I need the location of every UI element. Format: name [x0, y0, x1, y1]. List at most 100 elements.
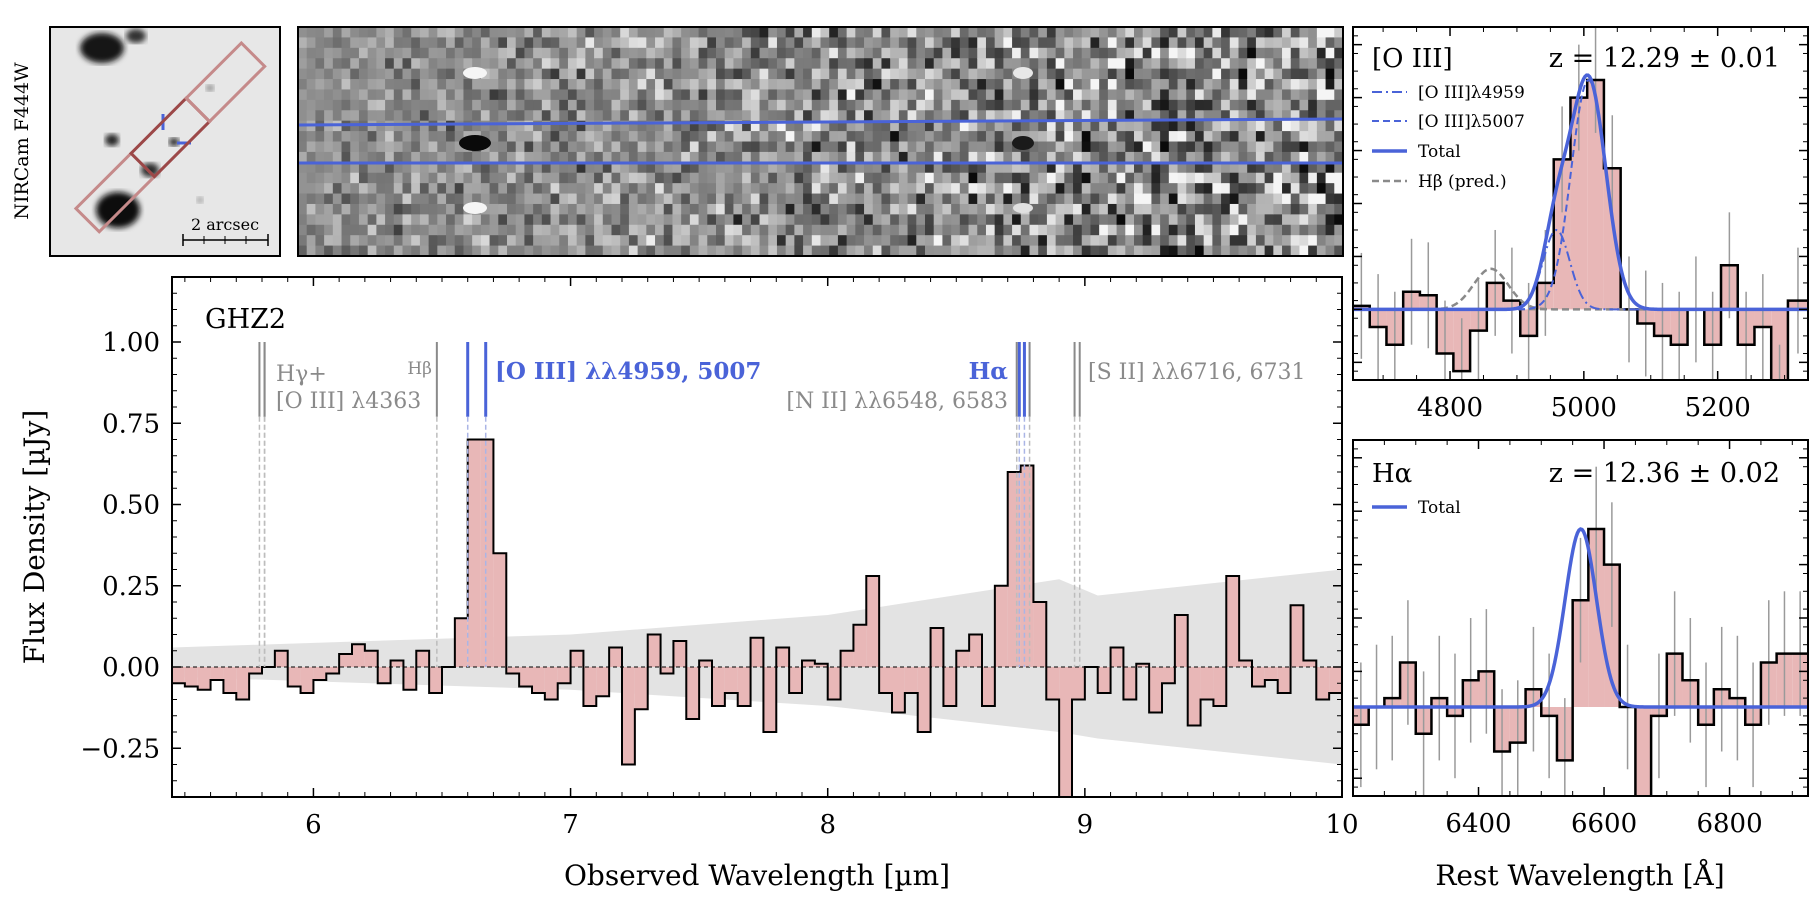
spectrum-2d-pixel: [611, 172, 621, 184]
spectrum-2d-pixel: [759, 203, 769, 215]
spectrum-2d-pixel: [585, 151, 595, 163]
spectrum-2d-pixel: [1299, 47, 1309, 59]
spectrum-2d-pixel: [1116, 37, 1126, 49]
spectrum-2d-pixel: [480, 172, 491, 184]
spectrum-2d-pixel: [1273, 141, 1283, 153]
spectrum-2d-pixel: [559, 235, 569, 247]
spectrum-2d-pixel: [803, 68, 813, 80]
spectrum-2d-pixel: [951, 89, 961, 101]
spectrum-2d-pixel: [942, 120, 952, 132]
spectrum-2d-pixel: [324, 79, 334, 91]
spectrum-2d-pixel: [628, 131, 639, 143]
spectrum-2d-pixel: [1134, 120, 1144, 132]
spectrum-2d-pixel: [1177, 68, 1187, 80]
spectrum-2d-pixel: [707, 99, 717, 111]
spectrum-2d-pixel: [1142, 141, 1153, 153]
spectrum-2d-pixel: [1151, 89, 1161, 101]
spectrum-2d-pixel: [637, 58, 647, 70]
flux-bin: [1239, 660, 1252, 667]
spectrum-2d-pixel: [750, 151, 761, 163]
spectrum-2d-pixel: [663, 193, 674, 205]
spectrum-2d-pixel: [985, 37, 996, 49]
spectrum-2d-pixel: [872, 120, 883, 132]
spectrum-2d-pixel: [1247, 235, 1257, 247]
spectrum-2d-pixel: [393, 79, 404, 91]
spectrum-2d-pixel: [315, 47, 325, 59]
spectrum-2d-pixel: [1055, 172, 1065, 184]
spectrum-2d-pixel: [942, 27, 952, 39]
y-tick-label: 1.00: [102, 328, 160, 358]
spectrum-2d-pixel: [1299, 193, 1309, 205]
spectrum-2d-pixel: [1203, 89, 1213, 101]
spectrum-2d-pixel: [1003, 224, 1013, 236]
spectrum-2d-pixel: [437, 214, 447, 226]
spectrum-2d-pixel: [515, 162, 526, 174]
spectrum-2d-pixel: [1055, 120, 1065, 132]
spectrum-2d-pixel: [759, 172, 769, 184]
spectrum-2d-pixel: [1282, 131, 1292, 143]
spectrum-2d-pixel: [559, 214, 569, 226]
spectrum-2d-pixel: [959, 193, 970, 205]
spectrum-2d-pixel: [759, 193, 769, 205]
spectrum-2d-pixel: [1038, 58, 1048, 70]
spectrum-2d-pixel: [716, 162, 726, 174]
spectrum-2d-pixel: [332, 47, 343, 59]
spectrum-2d-pixel: [968, 224, 978, 236]
spectrum-2d-pixel: [837, 235, 848, 247]
spectrum-2d-pixel: [994, 131, 1004, 143]
spectrum-2d-pixel: [1029, 58, 1039, 70]
spectrum-2d-pixel: [507, 99, 517, 111]
spectrum-2d-pixel: [872, 58, 883, 70]
spectrum-2d-pixel: [907, 214, 917, 226]
spectrum-2d-pixel: [951, 162, 961, 174]
spectrum-2d-pixel: [1282, 110, 1292, 122]
spectrum-2d-pixel: [1073, 235, 1083, 247]
spectrum-2d-pixel: [507, 141, 517, 153]
spectrum-2d-pixel: [977, 58, 987, 70]
spectrum-2d-pixel: [1264, 99, 1274, 111]
spectrum-2d-pixel: [1012, 37, 1022, 49]
flux-bin: [622, 667, 635, 765]
x-tick-label: 6: [305, 810, 322, 840]
spectrum-2d-pixel: [1316, 203, 1327, 215]
spectrum-2d-pixel: [1012, 183, 1022, 195]
spectrum-2d-pixel: [890, 79, 900, 91]
spectrum-2d-pixel: [350, 120, 360, 132]
spectrum-2d-pixel: [864, 27, 874, 39]
spectrum-2d-pixel: [402, 89, 412, 101]
spectrum-2d-pixel: [933, 68, 944, 80]
spectrum-2d-pixel: [437, 99, 447, 111]
spectrum-2d-pixel: [1038, 151, 1048, 163]
spectrum-2d-pixel: [402, 120, 412, 132]
spectrum-2d-pixel: [1308, 120, 1318, 132]
spectrum-2d-pixel: [620, 172, 630, 184]
spectrum-2d-pixel: [550, 37, 560, 49]
spectrum-2d-pixel: [567, 58, 578, 70]
spectrum-2d-pixel: [716, 37, 726, 49]
spectrum-2d-pixel: [1055, 214, 1065, 226]
spectrum-2d-pixel: [1116, 193, 1126, 205]
spectrum-2d-pixel: [907, 58, 917, 70]
spectrum-2d-pixel: [742, 37, 752, 49]
spectrum-2d-pixel: [446, 224, 456, 236]
spectrum-2d-pixel: [707, 68, 717, 80]
spectrum-2d-pixel: [733, 120, 743, 132]
spectrum-2d-pixel: [724, 172, 735, 184]
spectrum-2d-pixel: [1151, 224, 1161, 236]
spectrum-2d-pixel: [872, 110, 883, 122]
spectrum-2d-pixel: [977, 141, 987, 153]
spectrum-2d-pixel: [811, 68, 822, 80]
spectrum-2d-pixel: [933, 141, 944, 153]
flux-bin: [866, 576, 880, 667]
spectrum-2d-pixel: [724, 110, 735, 122]
spectrum-2d-pixel: [411, 214, 421, 226]
spectrum-2d-pixel: [332, 99, 343, 111]
spectrum-2d-pixel: [1264, 193, 1274, 205]
spectrum-2d-pixel: [489, 193, 499, 205]
spectrum-2d-pixel: [655, 162, 665, 174]
spectrum-2d-pixel: [446, 110, 456, 122]
spectrum-2d-pixel: [655, 203, 665, 215]
spectrum-2d-pixel: [898, 245, 909, 256]
spectrum-2d-pixel: [1168, 172, 1179, 184]
spectrum-2d-pixel: [1125, 214, 1135, 226]
